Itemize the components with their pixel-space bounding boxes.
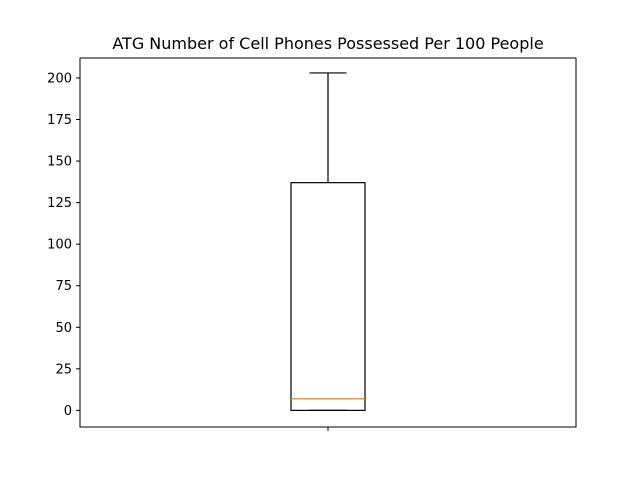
- y-tick-label: 100: [47, 238, 72, 253]
- y-tick-label: 0: [64, 404, 72, 419]
- chart-title: ATG Number of Cell Phones Possessed Per …: [112, 34, 543, 53]
- y-tick-label: 200: [47, 71, 72, 86]
- y-tick-label: 75: [55, 279, 72, 294]
- y-axis-ticks: 0 25 50 75 100 125 150 175 200: [47, 71, 80, 419]
- box-plot: [290, 72, 366, 411]
- interquartile-box: [290, 182, 366, 411]
- y-tick-label: 150: [47, 155, 72, 170]
- plot-area-frame: [79, 57, 577, 428]
- y-tick-label: 25: [55, 362, 72, 377]
- y-tick-label: 125: [47, 196, 72, 211]
- y-tick-label: 175: [47, 113, 72, 128]
- y-tick-label: 50: [55, 321, 72, 336]
